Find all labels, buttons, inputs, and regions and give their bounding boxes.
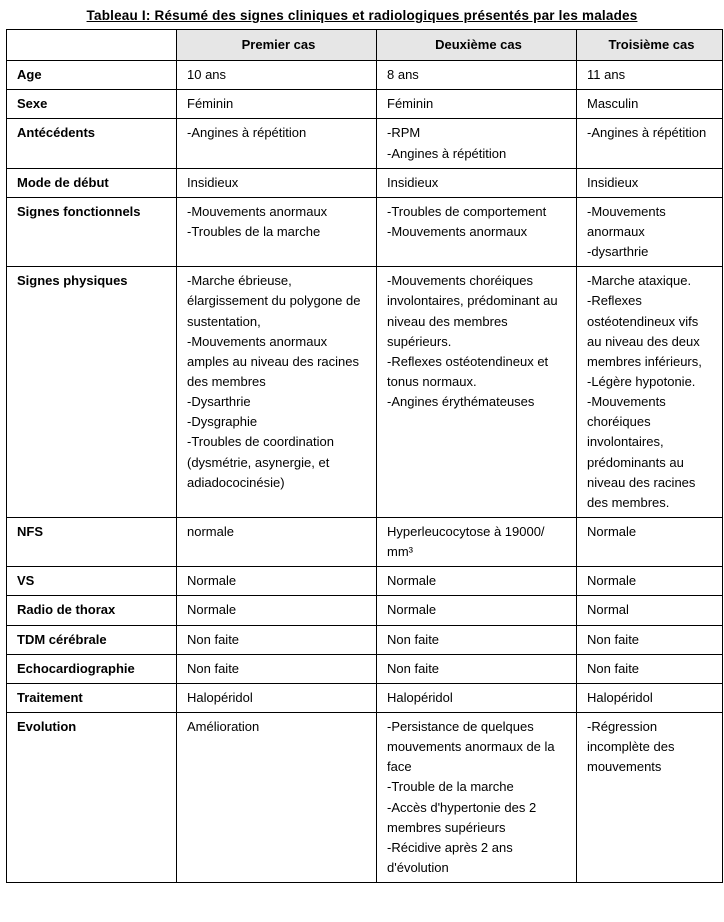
table-cell: Insidieux — [177, 168, 377, 197]
table-cell: -Marche ataxique.-Reflexes ostéotendineu… — [577, 267, 723, 518]
table-cell: Normale — [177, 596, 377, 625]
table-cell: -Mouvements choréiques involontaires, pr… — [377, 267, 577, 518]
table-cell: -Persistance de quelques mouvements anor… — [377, 712, 577, 882]
table-cell: Féminin — [177, 90, 377, 119]
table-cell: Hyperleucocytose à 19000/ mm³ — [377, 517, 577, 566]
row-header: Age — [7, 61, 177, 90]
table-row: NFSnormaleHyperleucocytose à 19000/ mm³N… — [7, 517, 723, 566]
table-cell: 8 ans — [377, 61, 577, 90]
table-cell: -Angines à répétition — [177, 119, 377, 168]
table-cell: Non faite — [377, 654, 577, 683]
table-row: SexeFémininFémininMasculin — [7, 90, 723, 119]
table-cell: Normal — [577, 596, 723, 625]
table-cell: -Mouvements anormaux-Troubles de la marc… — [177, 197, 377, 266]
row-header: Sexe — [7, 90, 177, 119]
table-row: Radio de thoraxNormaleNormaleNormal — [7, 596, 723, 625]
table-row: EvolutionAmélioration-Persistance de que… — [7, 712, 723, 882]
table-cell: Non faite — [377, 625, 577, 654]
row-header: Signes fonctionnels — [7, 197, 177, 266]
row-header: Evolution — [7, 712, 177, 882]
blank-corner — [7, 30, 177, 61]
row-header: Antécédents — [7, 119, 177, 168]
table-cell: Halopéridol — [177, 683, 377, 712]
table-cell: Halopéridol — [377, 683, 577, 712]
table-row: Age10 ans8 ans11 ans — [7, 61, 723, 90]
row-header: Mode de début — [7, 168, 177, 197]
table-cell: Normale — [577, 517, 723, 566]
table-cell: Féminin — [377, 90, 577, 119]
table-cell: -Angines à répétition — [577, 119, 723, 168]
table-cell: Masculin — [577, 90, 723, 119]
table-row: VSNormaleNormaleNormale — [7, 567, 723, 596]
row-header: Echocardiographie — [7, 654, 177, 683]
col-header-2: Deuxième cas — [377, 30, 577, 61]
table-title: Tableau I: Résumé des signes cliniques e… — [6, 8, 718, 23]
table-cell: Insidieux — [577, 168, 723, 197]
table-cell: Non faite — [577, 654, 723, 683]
table-cell: Non faite — [577, 625, 723, 654]
clinical-table: Premier cas Deuxième cas Troisième cas A… — [6, 29, 723, 883]
table-cell: Normale — [577, 567, 723, 596]
table-cell: 10 ans — [177, 61, 377, 90]
table-cell: -Mouvements anormaux-dysarthrie — [577, 197, 723, 266]
table-cell: Non faite — [177, 625, 377, 654]
table-cell: Normale — [177, 567, 377, 596]
header-row: Premier cas Deuxième cas Troisième cas — [7, 30, 723, 61]
table-row: EchocardiographieNon faiteNon faiteNon f… — [7, 654, 723, 683]
table-row: Signes fonctionnels-Mouvements anormaux-… — [7, 197, 723, 266]
table-row: TraitementHalopéridolHalopéridolHalopéri… — [7, 683, 723, 712]
row-header: NFS — [7, 517, 177, 566]
table-cell: Halopéridol — [577, 683, 723, 712]
table-cell: -Troubles de comportement-Mouvements ano… — [377, 197, 577, 266]
table-cell: -Régression incomplète des mouvements — [577, 712, 723, 882]
table-cell: 11 ans — [577, 61, 723, 90]
col-header-1: Premier cas — [177, 30, 377, 61]
table-cell: Insidieux — [377, 168, 577, 197]
table-row: Antécédents-Angines à répétition-RPM-Ang… — [7, 119, 723, 168]
row-header: VS — [7, 567, 177, 596]
row-header: Signes physiques — [7, 267, 177, 518]
row-header: TDM cérébrale — [7, 625, 177, 654]
row-header: Radio de thorax — [7, 596, 177, 625]
table-cell: -Marche ébrieuse, élargissement du polyg… — [177, 267, 377, 518]
table-cell: Amélioration — [177, 712, 377, 882]
table-cell: -RPM-Angines à répétition — [377, 119, 577, 168]
table-cell: normale — [177, 517, 377, 566]
row-header: Traitement — [7, 683, 177, 712]
table-row: Signes physiques-Marche ébrieuse, élargi… — [7, 267, 723, 518]
table-row: TDM cérébraleNon faiteNon faiteNon faite — [7, 625, 723, 654]
table-cell: Normale — [377, 567, 577, 596]
table-cell: Non faite — [177, 654, 377, 683]
col-header-3: Troisième cas — [577, 30, 723, 61]
table-cell: Normale — [377, 596, 577, 625]
table-row: Mode de débutInsidieuxInsidieuxInsidieux — [7, 168, 723, 197]
